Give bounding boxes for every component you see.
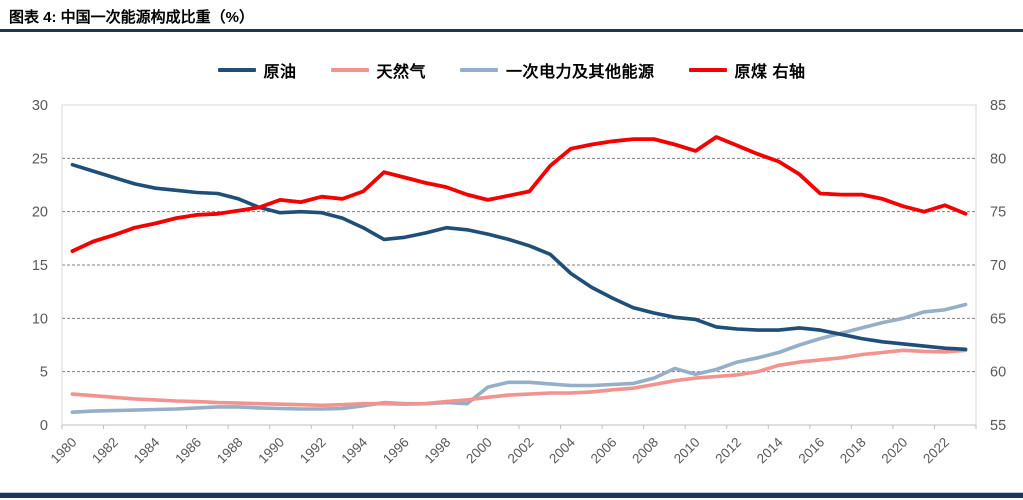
x-axis-label: 2012: [712, 435, 744, 467]
legend-item-raw-coal: 原煤 右轴: [688, 58, 806, 82]
legend-swatch-primary-electricity: [460, 68, 499, 72]
y-axis-label-left: 5: [40, 365, 48, 381]
x-axis-label: 1996: [380, 435, 412, 467]
legend-label-natural-gas: 天然气: [376, 64, 427, 81]
x-axis-label: 1984: [131, 434, 163, 466]
figure-title: 图表 4: 中国一次能源构成比重（%）: [9, 9, 255, 26]
x-axis-label: 2008: [629, 435, 661, 467]
x-axis-label: 2002: [505, 435, 537, 467]
x-axis-label: 1990: [255, 435, 287, 467]
x-axis-label: 1982: [89, 435, 121, 467]
legend-label-primary-electricity: 一次电力及其他能源: [506, 64, 655, 81]
y-axis-label-right: 75: [990, 205, 1006, 221]
x-axis-label: 1994: [338, 434, 370, 466]
legend-label-crude-oil: 原油: [263, 64, 297, 81]
y-axis-label-left: 0: [40, 418, 48, 434]
series-line-crude-oil: [70, 162, 968, 352]
x-axis-label: 2006: [588, 435, 620, 467]
x-axis-label: 2010: [671, 435, 703, 467]
y-axis-label-right: 60: [990, 365, 1006, 381]
x-axis-label: 1992: [297, 435, 329, 467]
legend-item-natural-gas: 天然气: [330, 58, 427, 82]
x-axis-label: 2016: [795, 435, 827, 467]
series-line-raw-coal: [70, 135, 968, 254]
series-line-natural-gas: [70, 348, 968, 408]
y-axis-label-right: 65: [990, 311, 1006, 327]
header-rule: [0, 29, 1023, 32]
y-axis-label-left: 25: [32, 151, 48, 167]
y-axis-label-right: 80: [990, 151, 1006, 167]
footer-rule: [0, 492, 1023, 498]
series-line-primary-electricity: [70, 302, 968, 415]
x-axis-label: 2000: [463, 435, 495, 467]
y-axis-label-left: 20: [32, 205, 48, 221]
x-axis-label: 2004: [546, 434, 578, 466]
y-axis-label-left: 15: [32, 258, 48, 274]
y-axis-label-right: 55: [990, 418, 1006, 434]
x-axis-label: 2018: [837, 435, 869, 467]
y-axis-label-right: 70: [990, 258, 1006, 274]
chart-legend: 原油 天然气 一次电力及其他能源 原煤 右轴: [0, 58, 1023, 82]
legend-swatch-raw-coal: [688, 68, 727, 72]
legend-swatch-natural-gas: [330, 68, 369, 72]
y-axis-label-left: 10: [32, 311, 48, 327]
x-axis-label: 1998: [422, 435, 454, 467]
x-axis-label: 1986: [172, 435, 204, 467]
legend-swatch-crude-oil: [217, 68, 256, 72]
x-axis-label: 1980: [48, 435, 80, 467]
x-axis-label: 2020: [879, 435, 911, 467]
y-axis-label-left: 30: [32, 98, 48, 114]
legend-item-primary-electricity: 一次电力及其他能源: [460, 58, 655, 82]
x-axis-label: 2022: [920, 435, 952, 467]
y-axis-label-right: 85: [990, 98, 1006, 114]
x-axis-label: 1988: [214, 435, 246, 467]
x-axis-label: 2014: [754, 434, 786, 466]
legend-item-crude-oil: 原油: [217, 58, 297, 82]
legend-label-raw-coal: 原煤 右轴: [734, 64, 806, 81]
